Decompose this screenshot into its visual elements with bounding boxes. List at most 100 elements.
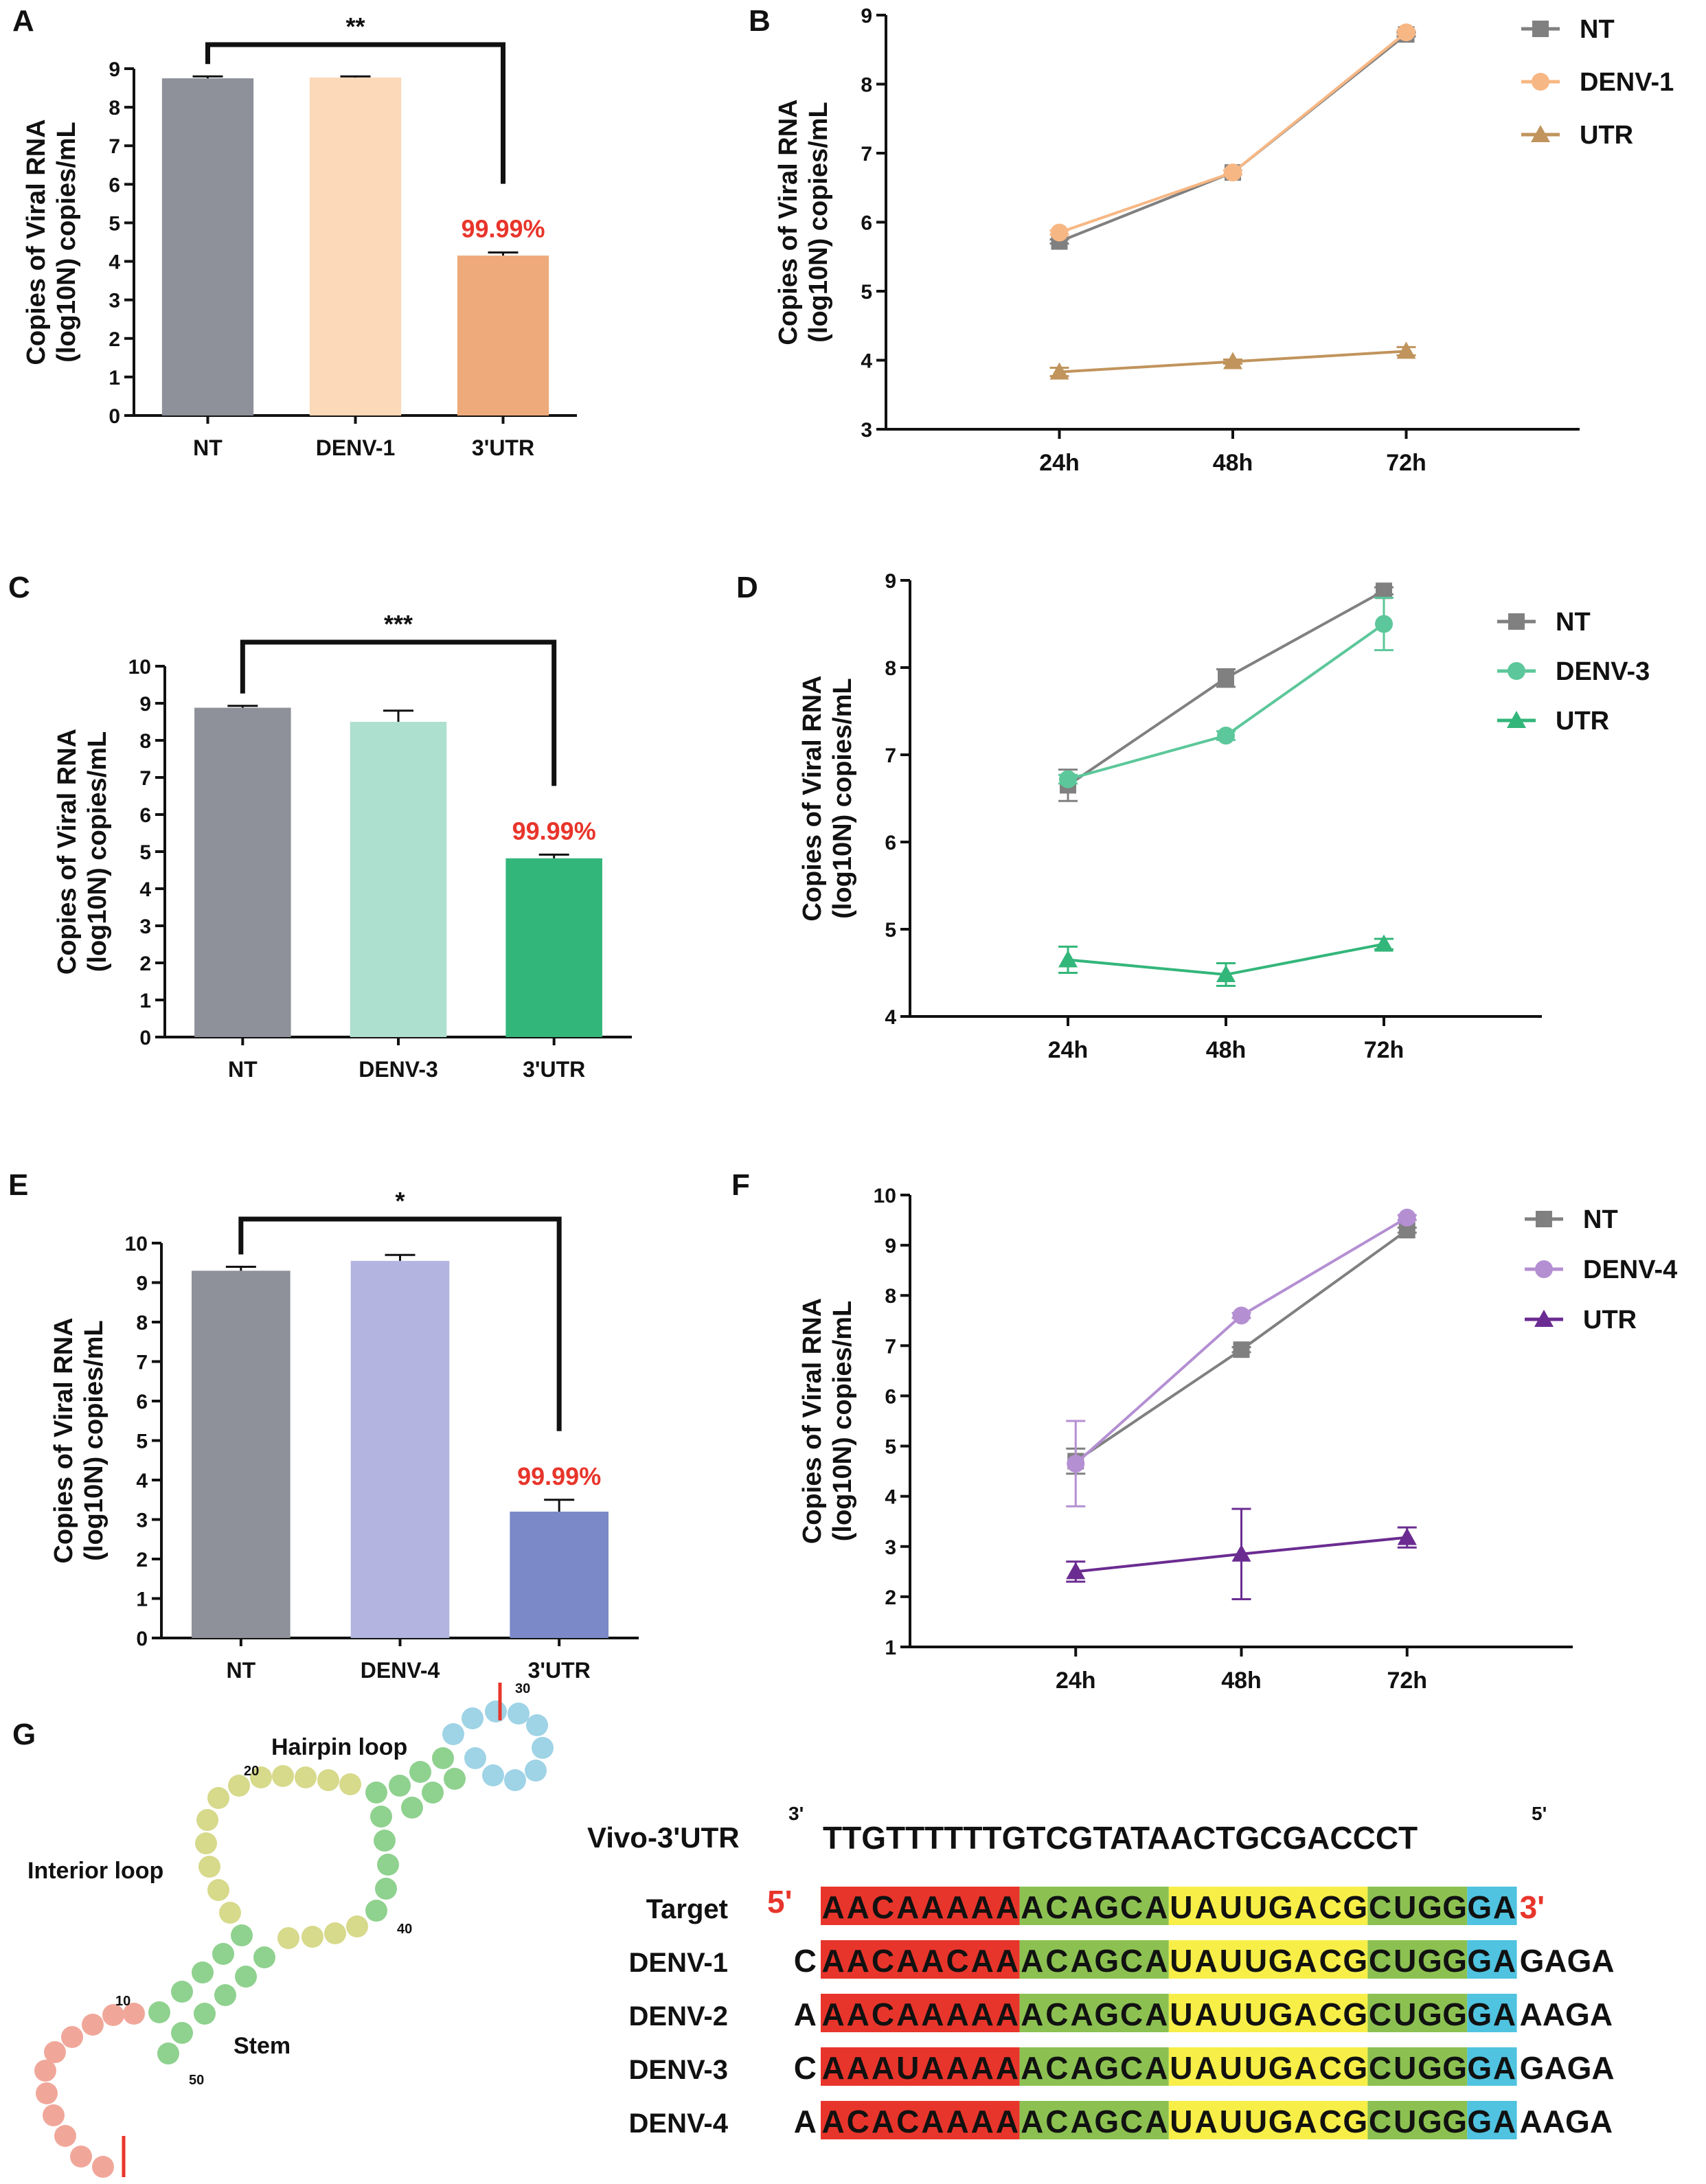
sequence-base: U <box>1220 2050 1242 2086</box>
mismatch-base: A <box>872 2104 894 2139</box>
target-right-prime: 3' <box>1520 1889 1545 1925</box>
nucleotide <box>339 1773 361 1795</box>
position-20: 20 <box>244 1764 259 1779</box>
mismatch-base: C <box>946 1943 968 1979</box>
nucleotide <box>272 1765 294 1787</box>
y-axis-label-line1: Copies of Viral RNA <box>49 1317 78 1563</box>
sequence-base: G <box>1418 2104 1442 2139</box>
sequence-base: G <box>1442 2050 1467 2086</box>
nucleotide <box>277 1927 299 1949</box>
nucleotide <box>219 1902 241 1924</box>
nucleotide <box>365 1900 387 1922</box>
nucleotide <box>198 1856 220 1878</box>
marker-circle <box>1535 1260 1553 1278</box>
sequence-suffix: GAGA <box>1520 1943 1615 1979</box>
sequence-base: G <box>1442 1943 1467 1979</box>
mismatch-base: C <box>847 2104 869 2139</box>
sequence-base: G <box>1269 1943 1293 1979</box>
nucleotide <box>82 2014 104 2036</box>
alignment-label: Target <box>646 1894 728 1924</box>
marker-square <box>1376 582 1392 600</box>
y-tick-label: 1 <box>885 1637 896 1659</box>
y-tick-label: 2 <box>136 1549 148 1571</box>
y-tick-label: 8 <box>136 1312 148 1334</box>
marker-circle <box>1050 223 1069 242</box>
sequence-base: C <box>872 1889 894 1925</box>
nucleotide <box>148 2001 170 2023</box>
sequence-base: U <box>1394 1997 1416 2032</box>
sequence-base: U <box>1244 2050 1267 2086</box>
sequence-base: A <box>1070 1997 1093 2032</box>
nucleotide <box>192 1961 214 1983</box>
vivo-label: Vivo-3'UTR <box>587 1821 740 1854</box>
sequence-base: A <box>971 2104 994 2139</box>
sequence-base: A <box>946 1997 968 2032</box>
sequence-base: A <box>971 2050 994 2086</box>
y-tick-label: 5 <box>885 1436 896 1459</box>
y-tick-label: 6 <box>136 1391 148 1413</box>
nucleotide <box>525 1760 547 1782</box>
marker-triangle <box>1049 362 1069 380</box>
sequence-base: A <box>1294 2104 1317 2139</box>
sequence-base: C <box>1319 2104 1341 2139</box>
y-axis-label-line2: (log10N) copies/mL <box>83 731 112 972</box>
alignment-label: DENV-2 <box>629 2001 729 2032</box>
nucleotide <box>250 1766 272 1788</box>
sequence-base: G <box>1343 1889 1367 1925</box>
panel-label: A <box>12 4 34 38</box>
panel-label: C <box>8 571 30 604</box>
sequence-base: C <box>1045 1997 1068 2032</box>
nucleotide <box>157 2043 179 2064</box>
y-tick-label: 5 <box>109 212 120 235</box>
marker-square <box>1218 670 1234 687</box>
legend-label-utr: UTR <box>1556 707 1609 736</box>
nucleotide <box>365 1782 387 1804</box>
percent-reduction-label: 99.99% <box>517 1462 601 1490</box>
y-tick-label: 3 <box>109 290 120 312</box>
nucleotide <box>324 1922 346 1944</box>
y-tick-label: 6 <box>139 804 151 827</box>
y-tick-label: 8 <box>885 1285 896 1308</box>
sequence-base: U <box>1220 1997 1242 2032</box>
y-tick-label: 0 <box>139 1027 151 1049</box>
sequence-base: A <box>921 2104 944 2139</box>
sequence-base: A <box>1493 1943 1516 1979</box>
sequence-base: U <box>1244 2104 1267 2139</box>
nucleotide <box>44 2041 66 2063</box>
alignment-label: DENV-4 <box>629 2108 729 2139</box>
y-tick-label: 9 <box>885 1235 896 1258</box>
marker-circle <box>1397 23 1415 42</box>
y-tick-label: 4 <box>109 251 120 274</box>
marker-circle <box>1398 1208 1416 1227</box>
sequence-region <box>1019 2047 1169 2086</box>
vivo-sequence: TTGTTTTTTGTCGTATAACTGCGACCCT <box>823 1820 1418 1856</box>
series-line-nt <box>1067 589 1385 787</box>
sequence-base: G <box>1418 1997 1442 2032</box>
y-tick-label: 2 <box>885 1586 896 1609</box>
y-tick-label: 8 <box>861 74 872 97</box>
mismatch-base: A <box>872 2050 894 2086</box>
x-tick-label: 48h <box>1206 1037 1247 1063</box>
sequence-base: G <box>1094 2104 1119 2139</box>
sequence-base: U <box>1220 1889 1242 1925</box>
nucleotide <box>485 1700 507 1722</box>
position-10: 10 <box>115 1994 130 2009</box>
significance-bracket <box>240 639 557 786</box>
sequence-region <box>1467 2047 1517 2086</box>
panel-d: D 4 5 6 7 8 9 Copies of Viral RNA (log10N) copie… <box>736 570 1650 1063</box>
sequence-suffix: AAGA <box>1520 1997 1613 2032</box>
sequence-base: G <box>1094 2050 1119 2086</box>
nucleotide <box>346 1915 368 1937</box>
sequence-base: U <box>1394 1889 1416 1925</box>
marker-triangle <box>1396 341 1416 359</box>
sequence-region <box>1019 2101 1169 2139</box>
nucleotide <box>207 1879 229 1901</box>
alignment-label: DENV-3 <box>629 2055 729 2085</box>
sequence-region <box>1467 2101 1517 2139</box>
nucleotide <box>171 2022 193 2044</box>
marker-triangle <box>1058 950 1078 968</box>
bar <box>350 1260 450 1638</box>
nucleotide <box>295 1766 317 1788</box>
nucleotide <box>432 1747 454 1769</box>
sequence-base: G <box>1343 1943 1367 1979</box>
